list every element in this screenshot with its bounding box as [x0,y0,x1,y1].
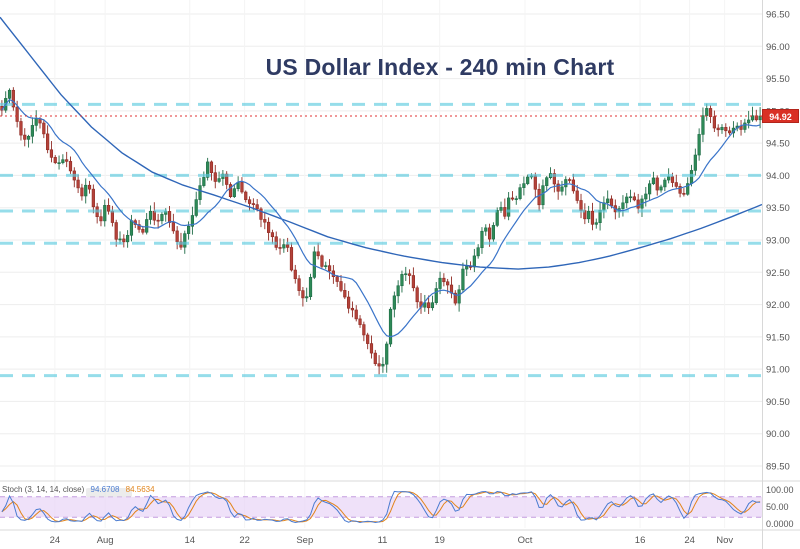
moving-averages [0,16,763,338]
svg-text:100.00: 100.00 [766,485,794,495]
svg-text:11: 11 [378,535,388,546]
svg-text:24: 24 [684,535,695,546]
ma-slow-line [0,16,763,270]
ma-fast-line [1,98,761,338]
svg-text:Aug: Aug [97,535,114,546]
svg-text:19: 19 [434,535,445,546]
svg-text:Nov: Nov [716,535,733,546]
stoch-d-value: 84.5634 [125,485,155,494]
svg-text:Oct: Oct [518,535,533,546]
svg-text:91.00: 91.00 [766,365,790,376]
stoch-legend: Stoch (3, 14, 14, close) 94.6708 84.5634 [2,485,155,494]
price-axis: 96.5096.0095.5095.0094.5094.0093.5093.00… [762,0,790,549]
svg-text:Sep: Sep [296,535,313,546]
support-resistance-lines [0,102,762,378]
svg-text:95.50: 95.50 [766,74,790,85]
stoch-indicator-label: Stoch (3, 14, 14, close) [2,485,85,494]
svg-text:14: 14 [184,535,195,546]
date-axis: 24 Aug 14 22 Sep 11 19 Oct 16 24 Nov [50,535,734,546]
svg-text:92.00: 92.00 [766,300,790,311]
svg-text:24: 24 [50,535,61,546]
stoch-k-line [1,490,761,524]
svg-text:94.00: 94.00 [766,171,790,182]
svg-text:92.50: 92.50 [766,268,790,279]
svg-text:90.00: 90.00 [766,429,790,440]
svg-text:93.50: 93.50 [766,203,790,214]
svg-text:91.50: 91.50 [766,332,790,343]
svg-text:90.50: 90.50 [766,397,790,408]
candles-layer [0,87,762,375]
svg-text:16: 16 [635,535,646,546]
svg-text:89.50: 89.50 [766,462,790,473]
svg-text:22: 22 [239,535,250,546]
panel-buttons-icon [86,488,132,497]
svg-text:96.50: 96.50 [766,10,790,21]
svg-text:93.00: 93.00 [766,236,790,247]
svg-text:94.50: 94.50 [766,139,790,150]
svg-text:50.00: 50.00 [766,502,789,512]
svg-text:96.00: 96.00 [766,42,790,53]
current-price-tag: 94.92 [762,109,799,124]
svg-text:0.0000: 0.0000 [766,519,794,529]
stochastic-panel: 100.00 50.00 0.0000 [0,485,794,529]
stoch-k-value: 94.6708 [90,485,120,494]
chart-title: US Dollar Index - 240 min Chart [265,54,615,80]
gridlines [0,0,762,528]
